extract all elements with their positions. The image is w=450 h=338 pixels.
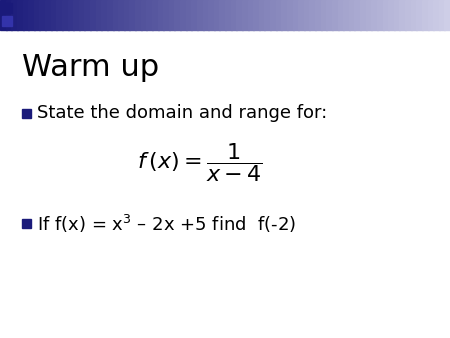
Bar <box>338 0 344 30</box>
Bar <box>28 0 35 30</box>
Bar <box>422 0 428 30</box>
Text: State the domain and range for:: State the domain and range for: <box>37 104 327 122</box>
Bar <box>85 0 91 30</box>
Bar <box>259 0 266 30</box>
Bar <box>326 0 333 30</box>
Bar <box>242 0 248 30</box>
Bar <box>349 0 356 30</box>
Bar <box>388 0 395 30</box>
Bar <box>22 219 31 228</box>
Bar <box>439 0 446 30</box>
Bar <box>236 0 243 30</box>
Bar <box>382 0 389 30</box>
Text: Warm up: Warm up <box>22 53 159 82</box>
Bar <box>304 0 310 30</box>
Bar <box>225 0 232 30</box>
Bar <box>197 0 203 30</box>
Bar <box>275 0 282 30</box>
Bar <box>135 0 142 30</box>
Bar <box>169 0 176 30</box>
Bar <box>230 0 237 30</box>
Bar <box>202 0 209 30</box>
Text: $f\,(x) = \dfrac{1}{x-4}$: $f\,(x) = \dfrac{1}{x-4}$ <box>137 142 263 185</box>
Bar <box>158 0 164 30</box>
Bar <box>62 0 68 30</box>
Bar <box>332 0 338 30</box>
Bar <box>298 0 305 30</box>
Bar <box>281 0 288 30</box>
Bar <box>292 0 299 30</box>
Bar <box>365 0 372 30</box>
Bar <box>11 0 18 30</box>
Bar <box>0 0 7 30</box>
Bar <box>343 0 350 30</box>
Bar <box>17 0 23 30</box>
Bar <box>428 0 434 30</box>
Bar <box>265 0 271 30</box>
Bar <box>2 16 12 26</box>
Bar <box>191 0 198 30</box>
Bar <box>68 0 74 30</box>
Bar <box>73 0 80 30</box>
Bar <box>220 0 226 30</box>
Bar <box>248 0 254 30</box>
Bar <box>130 0 136 30</box>
Bar <box>45 0 52 30</box>
Bar <box>112 0 119 30</box>
Bar <box>101 0 108 30</box>
Bar <box>5 0 12 30</box>
Bar <box>40 0 46 30</box>
Bar <box>371 0 378 30</box>
Bar <box>405 0 412 30</box>
Bar <box>310 0 316 30</box>
Bar <box>2 3 12 13</box>
Bar <box>152 0 158 30</box>
Bar <box>146 0 153 30</box>
Bar <box>50 0 57 30</box>
Bar <box>320 0 327 30</box>
Bar <box>445 0 450 30</box>
Bar <box>416 0 423 30</box>
Bar <box>140 0 147 30</box>
Bar <box>433 0 440 30</box>
Bar <box>95 0 102 30</box>
Bar <box>90 0 97 30</box>
Bar <box>410 0 417 30</box>
Bar <box>163 0 170 30</box>
Bar <box>400 0 406 30</box>
Text: If f(x) = x$^3$ – 2x +5 find  f(-2): If f(x) = x$^3$ – 2x +5 find f(-2) <box>37 213 296 235</box>
Bar <box>22 0 29 30</box>
Bar <box>377 0 383 30</box>
Bar <box>107 0 113 30</box>
Bar <box>315 0 322 30</box>
Bar <box>56 0 63 30</box>
Bar <box>360 0 367 30</box>
Bar <box>118 0 125 30</box>
Bar <box>208 0 215 30</box>
Bar <box>180 0 187 30</box>
Bar <box>355 0 361 30</box>
Bar <box>185 0 192 30</box>
Bar <box>34 0 40 30</box>
Bar <box>214 0 220 30</box>
Bar <box>394 0 400 30</box>
Bar <box>79 0 86 30</box>
Bar <box>253 0 260 30</box>
Bar <box>287 0 293 30</box>
Bar <box>175 0 181 30</box>
Bar <box>22 109 31 118</box>
Bar <box>270 0 277 30</box>
Bar <box>124 0 130 30</box>
